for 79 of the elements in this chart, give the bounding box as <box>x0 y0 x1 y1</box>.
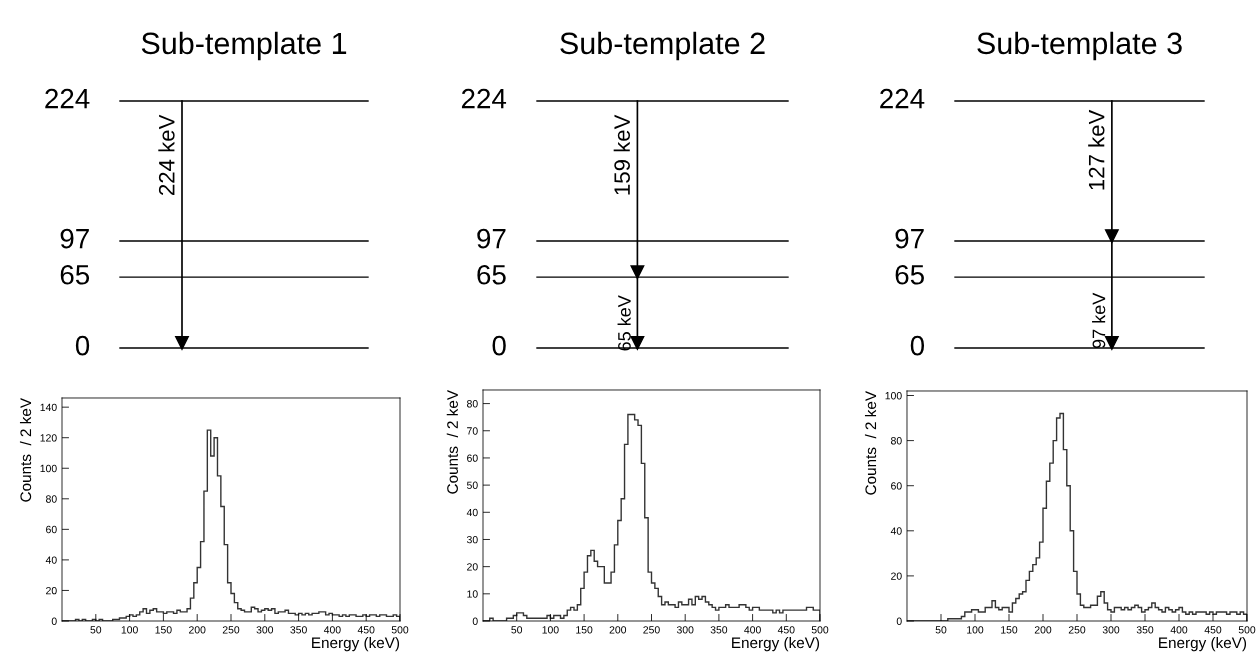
y-tick-label: 60 <box>467 454 478 462</box>
x-tick-label: 50 <box>511 626 523 634</box>
y-tick-label: 0 <box>896 617 902 625</box>
y-tick-label: 140 <box>40 403 57 412</box>
x-tick-label: 300 <box>256 626 274 634</box>
x-tick-label: 450 <box>777 626 795 634</box>
y-tick-label: 10 <box>467 590 478 598</box>
text: 65 <box>60 264 90 285</box>
x-tick-label: 500 <box>811 626 829 634</box>
x-tick-label: 300 <box>1102 626 1120 634</box>
x-tick-label: 350 <box>290 626 307 634</box>
x-tick-label: 200 <box>609 626 627 634</box>
x-tick-label: 300 <box>676 626 694 634</box>
x-tick-label: 250 <box>1068 626 1086 634</box>
x-tick-label: 200 <box>189 626 206 634</box>
text: 97 <box>477 228 506 249</box>
y-tick-label: 100 <box>885 392 902 400</box>
y-tick-label: 20 <box>46 586 57 595</box>
text: 224 <box>880 88 925 109</box>
y-tick-label: 80 <box>891 437 902 445</box>
y-tick-label: 0 <box>51 617 57 625</box>
x-tick-label: 200 <box>1034 626 1052 634</box>
y-tick-label: 20 <box>891 572 902 580</box>
x-tick-label: 350 <box>710 626 728 634</box>
text: 0 <box>492 335 506 356</box>
text: 65 keV <box>617 295 631 351</box>
y-tick-label: 60 <box>46 525 57 534</box>
x-axis-title: Energy (keV) <box>312 636 400 652</box>
text: 97 <box>60 228 89 249</box>
x-tick-label: 150 <box>155 626 172 634</box>
y-tick-label: 20 <box>467 563 478 571</box>
text: Sub-template 1 <box>141 31 347 61</box>
x-tick-label: 400 <box>744 626 761 634</box>
x-tick-label: 100 <box>542 626 559 634</box>
x-tick-label: 250 <box>222 626 240 634</box>
y-tick-label: 80 <box>46 495 57 503</box>
x-tick-label: 150 <box>1001 626 1018 634</box>
text: 224 <box>461 88 507 109</box>
y-tick-label: 70 <box>467 427 478 435</box>
x-tick-label: 50 <box>90 626 102 634</box>
x-tick-label: 450 <box>357 626 375 634</box>
x-tick-label: 150 <box>576 626 593 634</box>
x-tick-label: 400 <box>323 626 341 634</box>
text: 224 keV <box>158 114 175 195</box>
y-tick-label: 50 <box>466 481 478 489</box>
y-tick-label: 120 <box>40 434 57 442</box>
text: 97 keV <box>1092 292 1106 349</box>
text: 224 <box>45 88 90 109</box>
y-tick-label: 100 <box>40 464 57 473</box>
text: Sub-template 3 <box>977 31 1182 61</box>
x-axis-title: Energy (keV) <box>1159 636 1247 652</box>
y-tick-label: 40 <box>466 508 478 517</box>
text: 127 keV <box>1088 109 1105 190</box>
y-axis-title: Counts / 2 keV <box>864 391 877 495</box>
x-tick-label: 350 <box>1136 626 1154 634</box>
y-axis-title: Counts / 2 keV <box>446 390 458 494</box>
y-tick-label: 60 <box>891 482 902 490</box>
x-tick-label: 50 <box>935 626 947 634</box>
text: 65 <box>477 264 506 285</box>
x-tick-label: 250 <box>643 626 660 634</box>
y-tick-label: 40 <box>890 527 902 535</box>
x-tick-label: 450 <box>1204 626 1222 634</box>
y-tick-label: 30 <box>466 535 478 544</box>
y-tick-label: 40 <box>45 556 57 564</box>
text: 159 keV <box>613 114 630 195</box>
x-tick-label: 400 <box>1170 626 1188 634</box>
y-tick-label: 80 <box>467 400 478 408</box>
y-tick-label: 0 <box>472 617 478 625</box>
text: 0 <box>910 335 925 356</box>
text: 0 <box>75 335 90 356</box>
x-tick-label: 100 <box>967 626 984 634</box>
x-tick-label: 100 <box>121 626 138 634</box>
x-tick-label: 500 <box>391 626 409 634</box>
x-tick-label: 500 <box>1238 626 1256 634</box>
y-axis-title: Counts / 2 keV <box>19 398 32 502</box>
text: 97 <box>895 228 924 249</box>
text: 65 <box>895 264 924 285</box>
x-axis-title: Energy (keV) <box>732 636 820 652</box>
text: Sub-template 2 <box>560 31 765 61</box>
